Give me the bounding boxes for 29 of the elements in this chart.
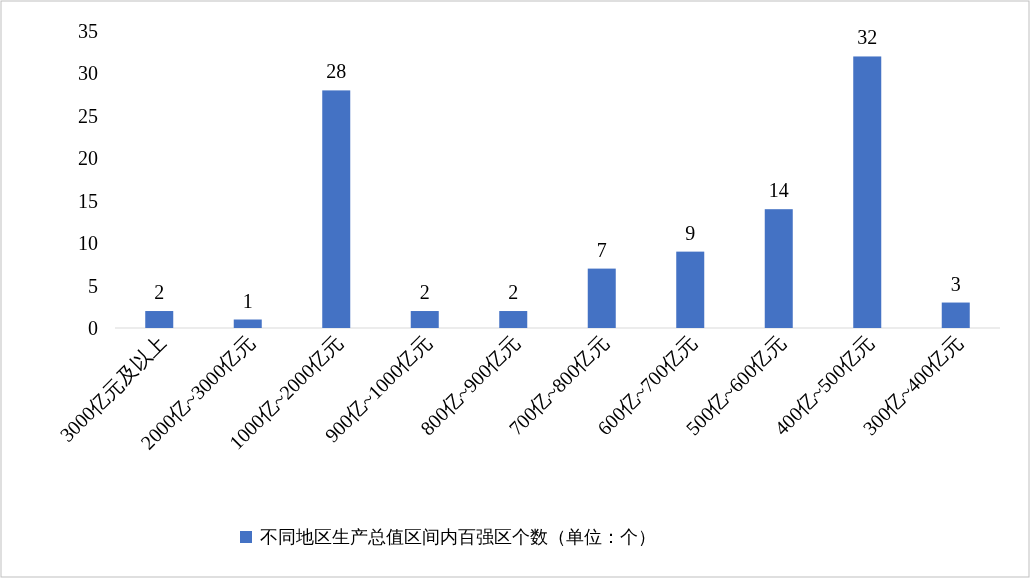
y-tick-label: 30 — [78, 62, 98, 85]
y-tick-label: 5 — [88, 274, 98, 297]
data-label: 28 — [326, 60, 347, 83]
bar — [410, 311, 439, 328]
data-label: 32 — [857, 26, 878, 49]
y-tick-label: 0 — [88, 317, 98, 339]
bar — [499, 311, 528, 328]
data-label: 2 — [419, 281, 430, 304]
bar — [853, 56, 882, 328]
y-tick-label: 25 — [78, 104, 98, 127]
y-tick-label: 15 — [78, 189, 98, 212]
bar — [145, 311, 174, 328]
bar — [587, 268, 616, 328]
bar — [322, 90, 351, 328]
data-label: 2 — [508, 281, 519, 304]
data-label: 1 — [242, 289, 253, 312]
bar — [233, 319, 262, 328]
bar — [764, 209, 793, 328]
data-label: 3 — [950, 272, 961, 295]
bar — [941, 302, 970, 328]
data-label: 2 — [154, 281, 165, 304]
y-tick-label: 20 — [78, 147, 98, 170]
data-label: 9 — [685, 221, 696, 244]
data-label: 7 — [596, 238, 607, 261]
bar — [676, 251, 705, 328]
legend-label: 不同地区生产总值区间内百强区个数（单位：个） — [260, 527, 656, 547]
y-tick-label: 35 — [78, 20, 98, 42]
data-label: 14 — [768, 179, 789, 202]
y-tick-label: 10 — [78, 232, 98, 255]
